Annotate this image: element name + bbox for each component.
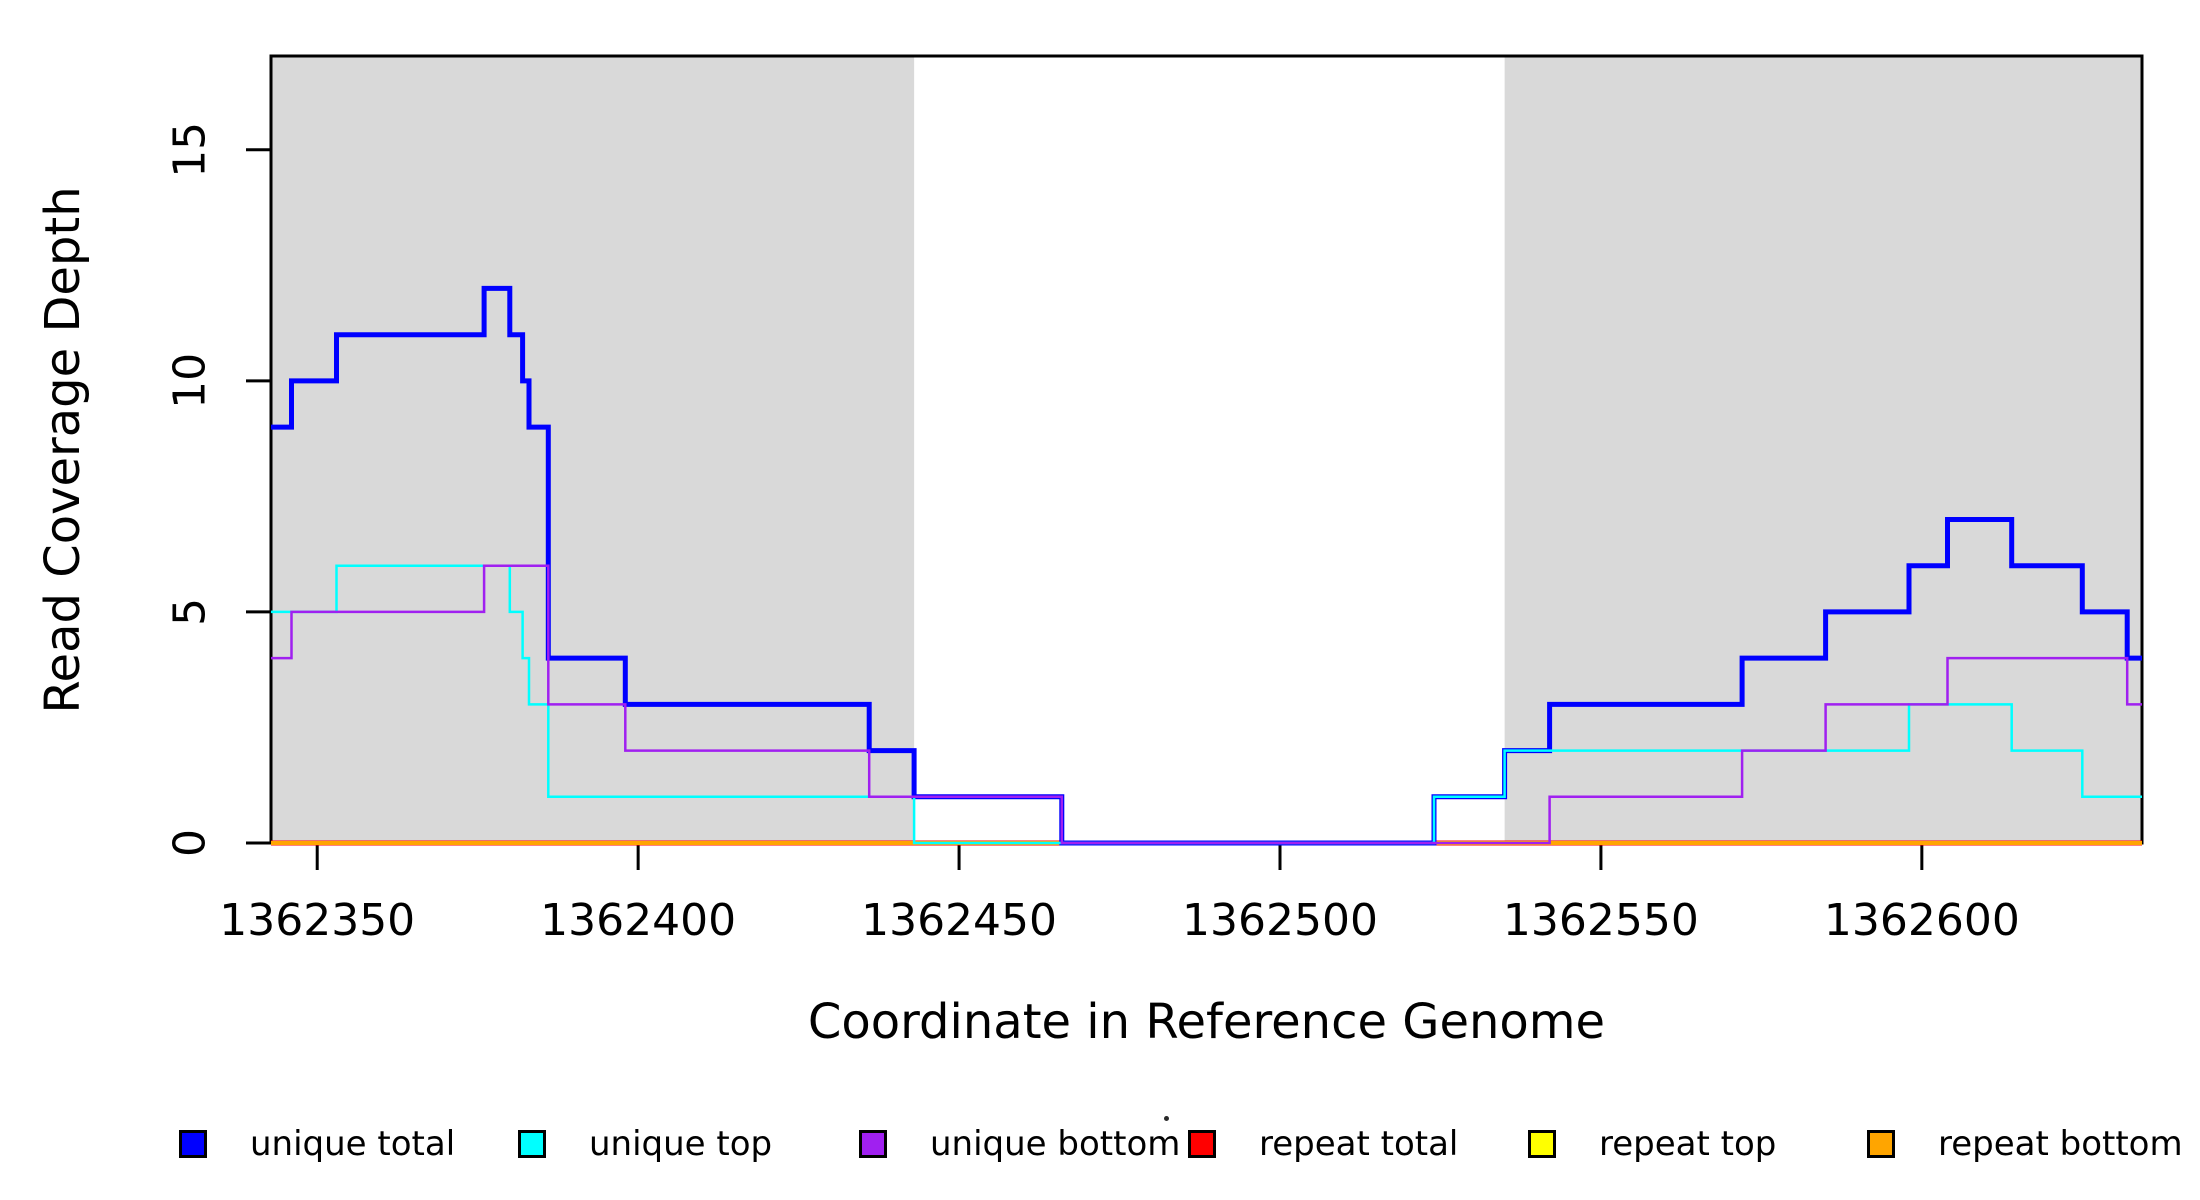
legend-item-unique-top: unique top: [518, 1124, 772, 1164]
legend-swatch-unique-bottom: [859, 1130, 887, 1158]
y-axis-title-text: Read Coverage Depth: [35, 186, 91, 714]
shaded-region-1: [1504, 56, 2142, 843]
x-tick-label: 1362400: [540, 895, 736, 946]
legend-swatch-repeat-total: [1188, 1130, 1216, 1158]
y-tick-label: 5: [165, 598, 216, 626]
legend-label-repeat-bottom: repeat bottom: [1938, 1124, 2183, 1164]
x-tick-label: 1362600: [1824, 895, 2020, 946]
legend-swatch-unique-top: [518, 1130, 546, 1158]
x-tick-label: 1362350: [219, 895, 415, 946]
legend-swatch-repeat-top: [1528, 1130, 1556, 1158]
y-tick-label: 10: [165, 353, 216, 409]
y-tick-label: 0: [165, 829, 216, 857]
series-line-unique-bottom: [271, 564, 2142, 845]
legend-label-repeat-top: repeat top: [1599, 1124, 1777, 1164]
legend-item-unique-bottom: unique bottom: [859, 1124, 1180, 1164]
legend-item-repeat-total: repeat total: [1188, 1124, 1458, 1164]
y-tick-label: 15: [165, 122, 216, 178]
x-tick-label: 1362550: [1503, 895, 1699, 946]
legend-swatch-repeat-bottom: [1867, 1130, 1895, 1158]
shaded-region-0: [271, 56, 915, 843]
legend-item-unique-total: unique total: [179, 1124, 455, 1164]
legend-item-repeat-bottom: repeat bottom: [1867, 1124, 2183, 1164]
legend-swatch-unique-total: [179, 1130, 207, 1158]
legend-item-repeat-top: repeat top: [1528, 1124, 1776, 1164]
stray-dot-artifact: [1164, 1116, 1169, 1121]
legend-label-repeat-total: repeat total: [1259, 1124, 1459, 1164]
legend-label-unique-bottom: unique bottom: [930, 1124, 1181, 1164]
legend-label-unique-top: unique top: [589, 1124, 773, 1164]
x-tick-label: 1362500: [1182, 895, 1378, 946]
x-tick-label: 1362450: [861, 895, 1057, 946]
x-axis-title: Coordinate in Reference Genome: [807, 994, 1606, 1050]
series-line-unique-top: [271, 564, 2142, 845]
legend-label-unique-total: unique total: [250, 1124, 456, 1164]
